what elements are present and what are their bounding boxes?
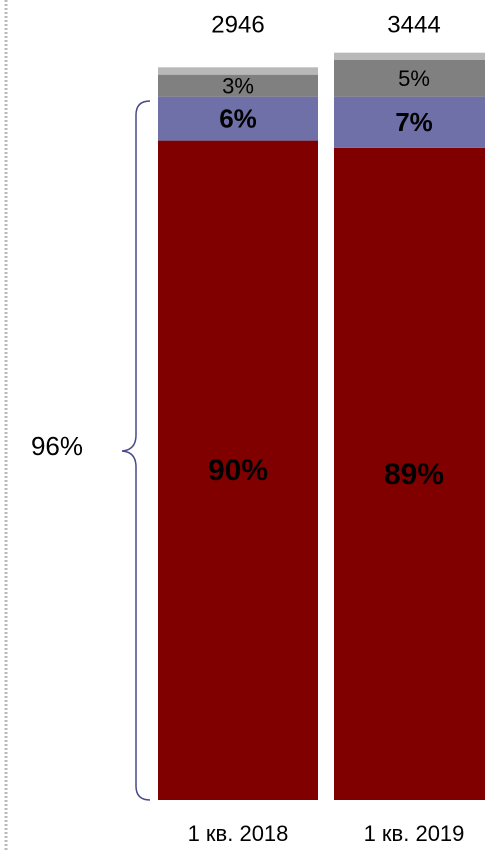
bar-segment	[334, 147, 485, 801]
brace-label: 96%	[31, 431, 83, 461]
bar-segment	[158, 67, 318, 75]
value-label: 5%	[398, 66, 430, 91]
value-label: 90%	[208, 454, 268, 487]
value-label: 89%	[384, 458, 444, 491]
bar-segment	[158, 74, 318, 97]
bar-segment	[334, 52, 485, 60]
bar-segment	[158, 140, 318, 800]
bar-segment	[334, 60, 485, 97]
x-tick-label: 1 кв. 2019	[364, 821, 465, 846]
bar-segment	[334, 96, 485, 148]
value-label: 7%	[395, 107, 433, 137]
value-label: 6%	[219, 103, 257, 133]
brace	[121, 100, 151, 801]
x-tick-label: 1 кв. 2018	[188, 821, 289, 846]
total-label: 2946	[211, 11, 264, 38]
bar-segment	[158, 96, 318, 141]
value-label: 3%	[222, 73, 254, 98]
total-label: 3444	[387, 11, 440, 38]
